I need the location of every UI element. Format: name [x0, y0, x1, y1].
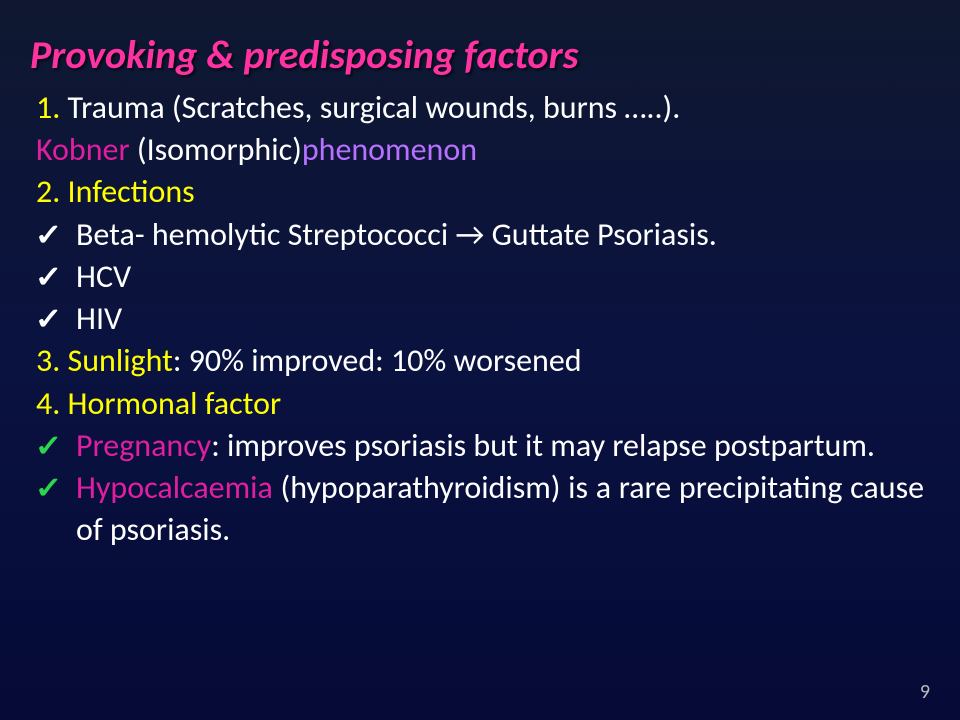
- checkmark-icon: ✓: [35, 469, 63, 509]
- slide-body: 1. Trauma (Scratches, surgical wounds, b…: [0, 87, 960, 552]
- slide: Provoking & predisposing factors 1. Trau…: [0, 0, 960, 720]
- sunlight-rest: : 90% improved: 10% worsened: [173, 341, 582, 380]
- checkmark-icon: ✓: [35, 300, 63, 340]
- bullet-hcv: ✓ HCV: [36, 256, 924, 298]
- bullet-strep-text: Beta- hemolytic Streptococci → Guttate P…: [76, 215, 717, 254]
- line-1-rest: (Scratches, surgical wounds, burns …..).: [165, 88, 681, 127]
- hypocalcaemia-term: Hypocalcaemia: [76, 468, 273, 507]
- bullet-hypocalcaemia: ✓ Hypocalcaemia (hypoparathyroidism) is …: [36, 467, 924, 551]
- bullet-strep: ✓ Beta- hemolytic Streptococci → Guttate…: [36, 214, 924, 256]
- line-3-number: 2.: [36, 172, 60, 211]
- line-3: 2. Infections: [36, 171, 924, 213]
- line-2-kobner: Kobner: [36, 130, 130, 169]
- bullet-hiv-text: HIV: [76, 299, 122, 338]
- slide-title: Provoking & predisposing factors: [0, 0, 960, 87]
- line-1: 1. Trauma (Scratches, surgical wounds, b…: [36, 87, 924, 129]
- checkmark-icon: ✓: [35, 258, 63, 298]
- line-hormonal: 4. Hormonal factor: [36, 383, 924, 425]
- line-2: Kobner (Isomorphic)phenomenon: [36, 129, 924, 171]
- page-number: 9: [920, 680, 930, 704]
- pregnancy-rest: : improves psoriasis but it may relapse …: [211, 426, 875, 465]
- checkmark-icon: ✓: [35, 427, 63, 467]
- checkmark-icon: ✓: [35, 216, 63, 256]
- line-1-term: Trauma: [68, 88, 165, 127]
- line-2-phenom: phenomenon: [302, 130, 477, 169]
- line-2-iso: (Isomorphic): [130, 130, 302, 169]
- bullet-pregnancy: ✓ Pregnancy: improves psoriasis but it m…: [36, 425, 924, 467]
- sunlight-label: 3. Sunlight: [36, 341, 173, 380]
- pregnancy-term: Pregnancy: [76, 426, 211, 465]
- line-sunlight: 3. Sunlight: 90% improved: 10% worsened: [36, 340, 924, 382]
- bullet-hiv: ✓ HIV: [36, 298, 924, 340]
- bullet-hcv-text: HCV: [76, 257, 131, 296]
- hormonal-text: 4. Hormonal factor: [36, 384, 281, 423]
- slide-content: Provoking & predisposing factors 1. Trau…: [0, 0, 960, 720]
- title-text: Provoking & predisposing factors: [30, 30, 578, 79]
- line-3-text: Infections: [60, 172, 194, 211]
- line-1-number: 1.: [36, 88, 68, 127]
